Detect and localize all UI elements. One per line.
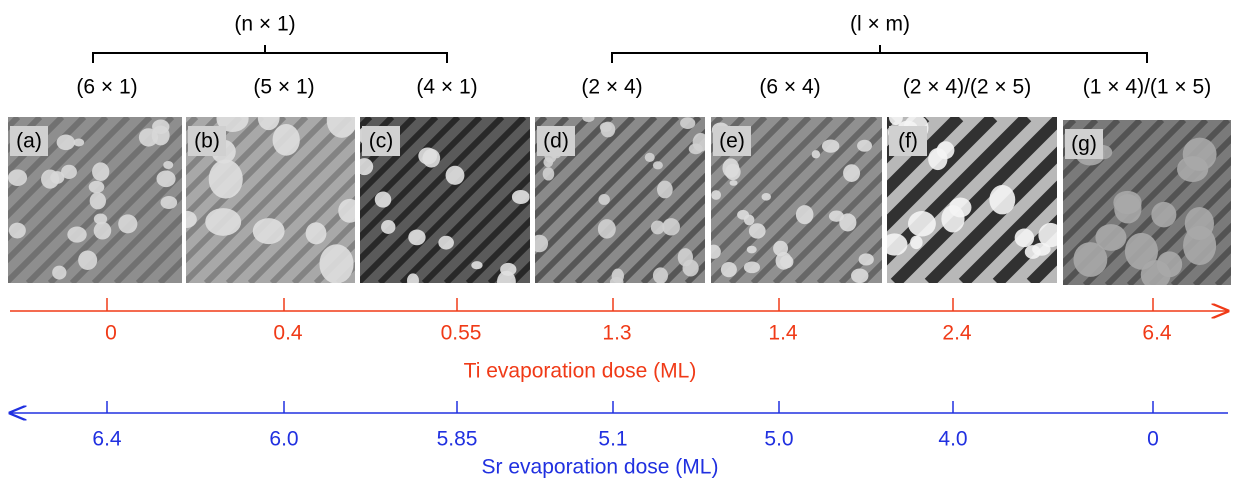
ti-dose-label: 0.4 [273,322,303,345]
group-label: (l × m) [850,13,910,36]
ti-axis-label: Ti evaporation dose (ML) [464,360,697,383]
reconstruction-label: (2 × 4) [581,76,642,99]
bracket [93,45,1147,63]
reconstruction-label: (6 × 4) [759,76,820,99]
ti-dose-label: 0 [105,322,117,345]
sr-dose-label: 0 [1147,428,1159,451]
ti-dose-label: 1.3 [602,322,631,345]
reconstruction-label: (4 × 1) [416,76,477,99]
sr-axis-label: Sr evaporation dose (ML) [482,456,719,479]
panel-tag: (f) [898,130,918,153]
ti-dose-label: 1.4 [768,322,798,345]
sr-dose-label: 6.0 [269,428,298,451]
reconstruction-label: (5 × 1) [253,76,314,99]
panel-tag: (c) [369,130,394,153]
reconstruction-label: (6 × 1) [76,76,137,99]
panel-tag: (b) [194,130,220,153]
reconstruction-label: (2 × 4)/(2 × 5) [903,76,1031,99]
figure: (n × 1) (l × m) Ti evaporation dose (ML)… [0,0,1238,489]
panel-tag: (d) [543,130,569,153]
panel-tag: (e) [719,130,745,153]
sr-dose-label: 5.85 [437,428,478,451]
reconstruction-label: (1 × 4)/(1 × 5) [1083,76,1211,99]
sr-dose-label: 5.1 [598,428,627,451]
sr-dose-label: 5.0 [764,428,793,451]
ti-dose-label: 0.55 [441,322,482,345]
sr-dose-label: 6.4 [92,428,122,451]
panel-tag: (a) [16,130,42,153]
ti-dose-label: 6.4 [1142,322,1172,345]
panel-tag: (g) [1071,133,1097,156]
ti-dose-label: 2.4 [942,322,972,345]
sr-dose-label: 4.0 [938,428,967,451]
group-label: (n × 1) [234,13,295,36]
